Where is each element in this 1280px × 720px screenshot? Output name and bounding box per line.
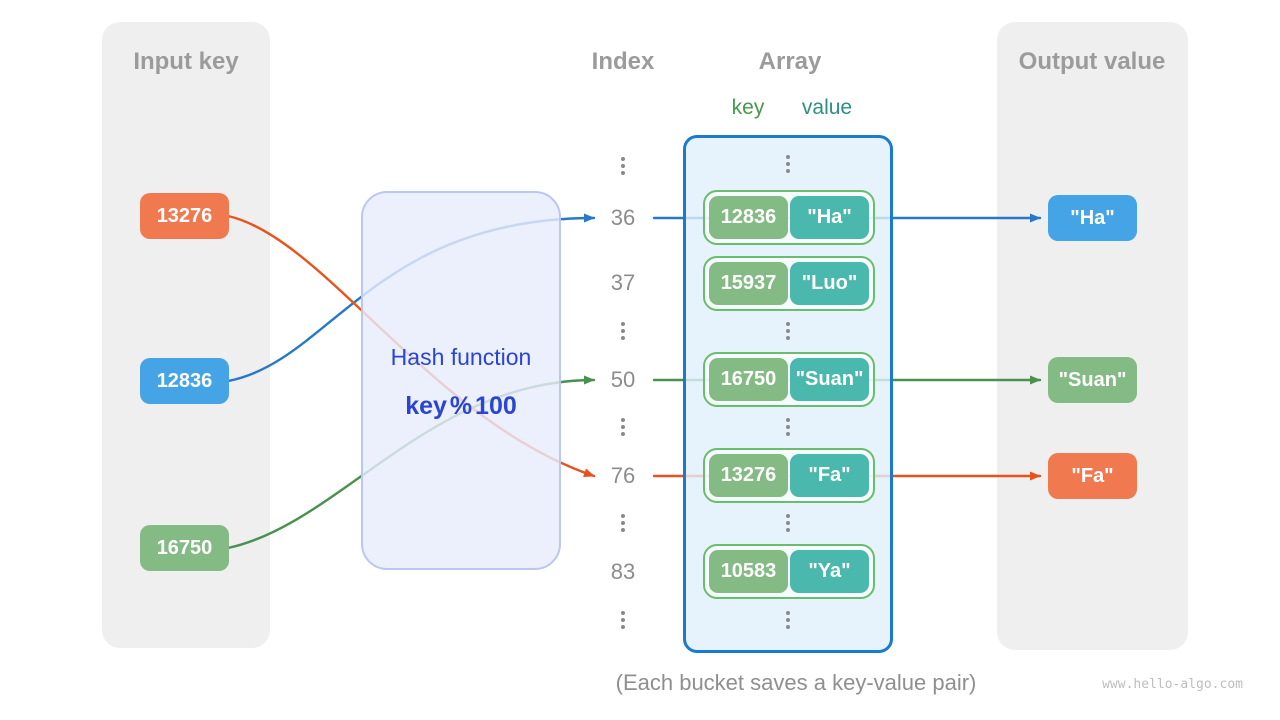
ellipsis-icon xyxy=(621,157,625,175)
site-watermark: www.hello-algo.com xyxy=(1102,677,1243,692)
index-76: 76 xyxy=(610,463,636,488)
bucket-83: 10583 "Ya" xyxy=(703,544,875,599)
bucket-key: 16750 xyxy=(709,358,788,401)
output-value-panel xyxy=(997,22,1188,650)
ellipsis-icon xyxy=(786,514,790,532)
bucket-value: "Fa" xyxy=(790,454,869,497)
key-column-header: key xyxy=(731,96,765,119)
ellipsis-icon xyxy=(786,611,790,629)
ellipsis-icon xyxy=(621,611,625,629)
output-value-heading: Output value xyxy=(1018,48,1166,75)
hash-function-formula: key % 100 xyxy=(405,392,517,420)
bucket-36: 12836 "Ha" xyxy=(703,190,875,245)
hash-function-box: Hash function key % 100 xyxy=(361,191,561,570)
ellipsis-icon xyxy=(786,155,790,173)
input-key-12836: 12836 xyxy=(140,358,229,404)
output-value-fa: "Fa" xyxy=(1048,453,1137,499)
diagram-caption: (Each bucket saves a key-value pair) xyxy=(615,670,977,695)
output-value-suan: "Suan" xyxy=(1048,357,1137,403)
index-37: 37 xyxy=(610,270,636,295)
input-key-13276: 13276 xyxy=(140,193,229,239)
bucket-value: "Ha" xyxy=(790,196,869,239)
output-value-ha: "Ha" xyxy=(1048,195,1137,241)
bucket-37: 15937 "Luo" xyxy=(703,256,875,311)
index-83: 83 xyxy=(610,559,636,584)
ellipsis-icon xyxy=(786,322,790,340)
input-key-16750: 16750 xyxy=(140,525,229,571)
ellipsis-icon xyxy=(786,418,790,436)
index-heading: Index xyxy=(591,48,655,75)
bucket-value: "Luo" xyxy=(790,262,869,305)
bucket-key: 13276 xyxy=(709,454,788,497)
ellipsis-icon xyxy=(621,418,625,436)
input-key-heading: Input key xyxy=(133,48,239,75)
bucket-50: 16750 "Suan" xyxy=(703,352,875,407)
bucket-key: 15937 xyxy=(709,262,788,305)
bucket-value: "Ya" xyxy=(790,550,869,593)
ellipsis-icon xyxy=(621,514,625,532)
ellipsis-icon xyxy=(621,322,625,340)
bucket-76: 13276 "Fa" xyxy=(703,448,875,503)
value-column-header: value xyxy=(801,96,853,119)
index-36: 36 xyxy=(610,205,636,230)
array-heading: Array xyxy=(758,48,822,75)
hash-function-title: Hash function xyxy=(390,344,532,370)
bucket-key: 12836 xyxy=(709,196,788,239)
bucket-value: "Suan" xyxy=(790,358,869,401)
bucket-key: 10583 xyxy=(709,550,788,593)
index-50: 50 xyxy=(610,367,636,392)
